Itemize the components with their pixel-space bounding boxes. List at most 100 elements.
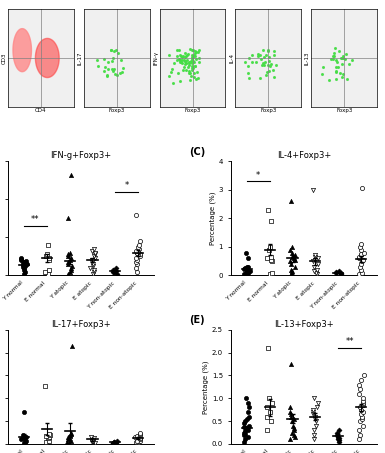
Point bbox=[291, 427, 297, 434]
Point bbox=[174, 57, 180, 64]
Point bbox=[137, 431, 143, 439]
Point bbox=[245, 408, 251, 415]
Point bbox=[18, 436, 24, 443]
Point bbox=[168, 69, 174, 76]
Point bbox=[257, 74, 263, 82]
Point bbox=[134, 249, 140, 256]
Point bbox=[290, 253, 296, 260]
Point bbox=[114, 270, 121, 277]
Point bbox=[191, 58, 198, 65]
Point bbox=[241, 265, 247, 273]
Point bbox=[187, 72, 194, 80]
Point bbox=[134, 256, 140, 264]
X-axis label: Foxp3: Foxp3 bbox=[260, 108, 276, 113]
Point bbox=[246, 75, 252, 82]
X-axis label: Foxp3: Foxp3 bbox=[109, 108, 125, 113]
Point bbox=[313, 422, 320, 429]
Point bbox=[261, 53, 267, 60]
Point bbox=[45, 241, 51, 249]
Point bbox=[241, 420, 248, 427]
Point bbox=[195, 48, 201, 56]
Point bbox=[21, 264, 27, 271]
Point bbox=[243, 428, 249, 435]
Point bbox=[190, 53, 196, 60]
Point bbox=[311, 263, 317, 270]
Point bbox=[265, 344, 271, 352]
Point bbox=[359, 257, 365, 265]
Point bbox=[90, 262, 96, 270]
Point bbox=[357, 418, 363, 425]
Point bbox=[22, 438, 28, 445]
Point bbox=[110, 55, 117, 62]
Point bbox=[245, 69, 251, 77]
Point bbox=[311, 268, 317, 275]
Point bbox=[186, 69, 192, 77]
Point bbox=[189, 51, 195, 58]
Point bbox=[18, 256, 24, 263]
Point bbox=[90, 260, 96, 268]
Point bbox=[109, 269, 116, 276]
Text: *: * bbox=[125, 181, 129, 190]
Point bbox=[358, 376, 364, 384]
Point bbox=[90, 437, 96, 444]
Point bbox=[244, 264, 250, 271]
Point bbox=[336, 47, 342, 54]
Point bbox=[18, 256, 24, 264]
Point bbox=[332, 44, 338, 52]
Point bbox=[23, 260, 29, 268]
Point bbox=[289, 249, 295, 256]
Point bbox=[271, 73, 278, 81]
Title: IL-4+Foxp3+: IL-4+Foxp3+ bbox=[277, 151, 331, 160]
Point bbox=[191, 51, 197, 58]
Point bbox=[46, 256, 52, 264]
Point bbox=[65, 251, 71, 258]
Point bbox=[21, 432, 27, 439]
Point bbox=[22, 268, 28, 275]
Point bbox=[192, 48, 198, 55]
Point bbox=[136, 241, 142, 249]
Point bbox=[45, 266, 52, 273]
Point bbox=[358, 246, 364, 253]
Text: **: ** bbox=[346, 337, 354, 346]
Point bbox=[21, 259, 27, 266]
Point bbox=[136, 251, 142, 258]
Point bbox=[259, 46, 266, 53]
Point bbox=[339, 54, 345, 61]
Point bbox=[336, 268, 342, 275]
Point bbox=[288, 270, 294, 278]
Point bbox=[137, 251, 143, 258]
Point bbox=[241, 423, 247, 430]
Point bbox=[246, 422, 252, 429]
Point bbox=[133, 211, 139, 218]
Point bbox=[183, 66, 189, 73]
Point bbox=[117, 70, 123, 77]
Point bbox=[110, 439, 117, 446]
Point bbox=[110, 67, 116, 75]
Point bbox=[67, 432, 73, 439]
Point bbox=[196, 46, 202, 53]
Point bbox=[241, 429, 247, 436]
Point bbox=[313, 418, 319, 425]
Point bbox=[264, 413, 270, 420]
Point bbox=[360, 422, 366, 429]
Point bbox=[133, 438, 139, 445]
Point bbox=[333, 431, 340, 439]
Point bbox=[266, 67, 272, 74]
Y-axis label: CD3: CD3 bbox=[1, 52, 6, 64]
Point bbox=[188, 57, 194, 64]
Y-axis label: IL-17: IL-17 bbox=[77, 51, 82, 65]
Point bbox=[335, 436, 341, 443]
Point bbox=[111, 65, 117, 72]
Point bbox=[119, 69, 125, 76]
Point bbox=[90, 436, 96, 443]
Point bbox=[175, 69, 181, 77]
Point bbox=[315, 260, 321, 268]
Point bbox=[68, 171, 74, 178]
Point bbox=[23, 257, 29, 265]
Point bbox=[357, 431, 363, 439]
Point bbox=[23, 260, 30, 268]
Y-axis label: IL-13: IL-13 bbox=[305, 51, 310, 65]
Point bbox=[339, 74, 345, 81]
Point bbox=[246, 268, 253, 275]
Point bbox=[137, 436, 143, 443]
